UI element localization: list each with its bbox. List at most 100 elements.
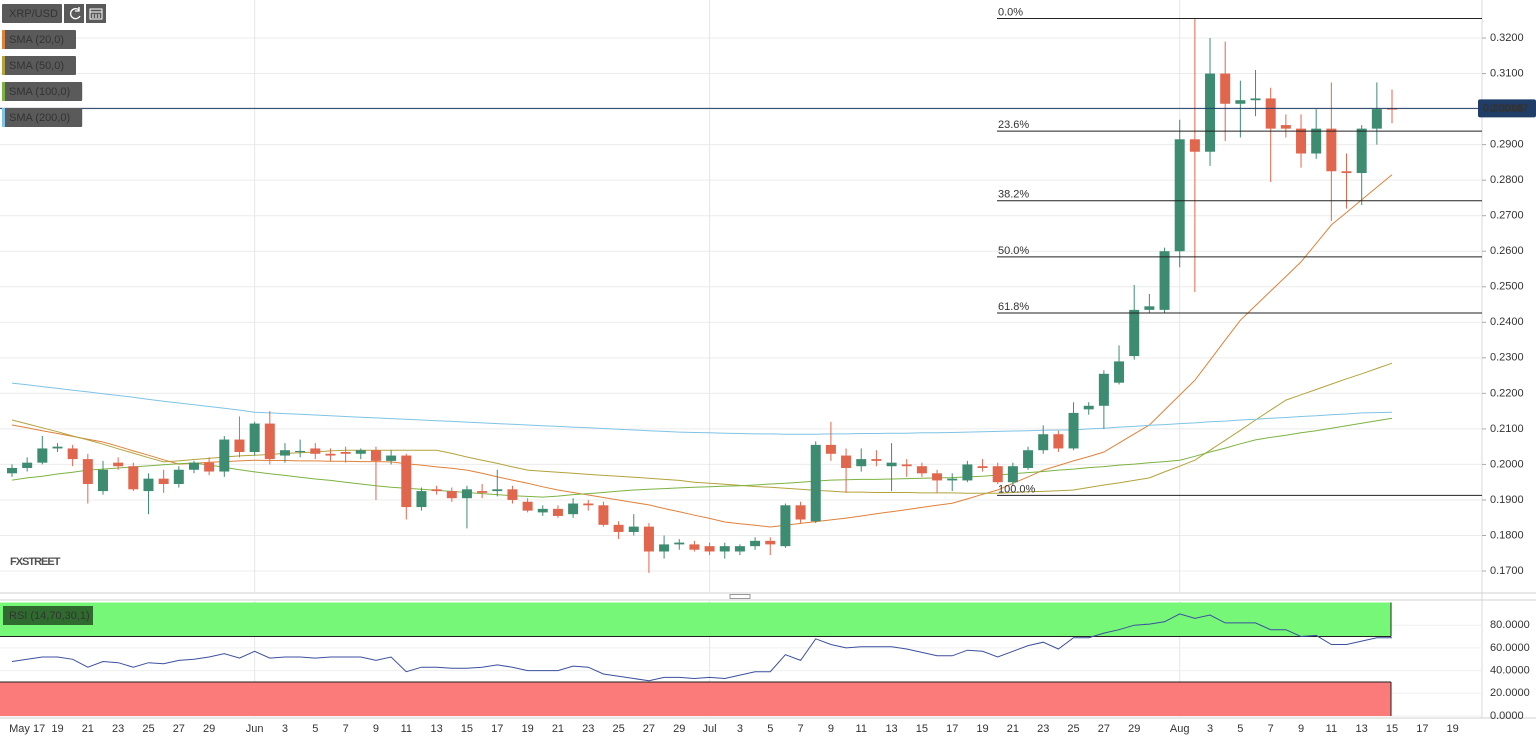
fib-label: 38.2% (998, 189, 1029, 201)
x-tick-label: 25 (612, 723, 624, 735)
candle-body (916, 466, 927, 474)
candle-body (871, 459, 882, 461)
candle-body (1129, 309, 1140, 357)
candle-body (477, 491, 488, 493)
y-tick-label: 0.1900 (1490, 494, 1524, 506)
y-tick-label: 0.2600 (1490, 245, 1524, 257)
candle-body (325, 453, 336, 456)
x-tick-label: 19 (521, 723, 533, 735)
x-tick-label: 23 (112, 723, 124, 735)
y-tick-label: 0.2700 (1490, 210, 1524, 222)
candle-body (204, 462, 215, 472)
x-tick-label: 13 (1356, 723, 1368, 735)
candle-body (386, 455, 397, 461)
x-tick-label: 17 (1416, 723, 1428, 735)
candle-body (113, 462, 124, 467)
candle-body (1265, 98, 1276, 129)
x-tick-label: 11 (1326, 723, 1337, 735)
candle-body (568, 503, 579, 515)
candle-body (1053, 434, 1064, 449)
candle-body (598, 505, 609, 525)
candle-body (279, 450, 290, 456)
x-tick-label: 3 (1207, 723, 1213, 735)
labels: 0.1700 0.1800 0.1900 0.2000 0.2100 0.2200 0.23… (2, 4, 1530, 735)
y-tick-label: 0.0000 (1490, 710, 1524, 722)
legend-item-box (2, 56, 76, 75)
legend-item-box (2, 82, 83, 101)
candle-body (1144, 306, 1155, 310)
x-tick-label: 21 (82, 723, 94, 735)
candle-body (1098, 373, 1109, 406)
y-tick-label: 0.3000 (1490, 103, 1524, 115)
x-tick-label: 15 (461, 723, 473, 735)
candle-body (1220, 73, 1231, 104)
y-tick-label: 0.2000 (1490, 458, 1524, 470)
x-tick-label: 27 (1098, 723, 1110, 735)
candle-body (841, 455, 852, 468)
x-tick-label: 29 (1128, 723, 1140, 735)
calendar-icon[interactable] (89, 8, 103, 20)
y-tick-label: 0.2900 (1490, 139, 1524, 151)
price-tag (1478, 99, 1536, 118)
candle-body (158, 478, 169, 484)
candle-body (219, 439, 230, 472)
x-tick-label: 13 (430, 723, 442, 735)
candle-body (1296, 128, 1307, 154)
sma-line (11, 174, 1393, 528)
candle-body (825, 444, 836, 454)
candle-body (1189, 139, 1200, 152)
resize-handle[interactable] (729, 594, 751, 599)
candle-body (1341, 171, 1352, 174)
candle-body (1174, 139, 1185, 252)
x-tick-label: 5 (1237, 723, 1243, 735)
candle-body (82, 459, 93, 484)
fib-label: 23.6% (998, 119, 1029, 131)
refresh-button[interactable] (64, 4, 84, 23)
y-tick-label: 0.3200 (1490, 32, 1524, 44)
fib-label: 61.8% (998, 301, 1029, 313)
candle-body (962, 464, 973, 481)
x-tick-label: Aug (1170, 723, 1190, 735)
x-tick-label: Jul (703, 723, 717, 735)
y-tick-label: 0.3100 (1490, 67, 1524, 79)
candle-body (355, 450, 366, 454)
overbought-zone (0, 602, 1391, 637)
candle-body (1007, 466, 1018, 483)
x-tick-label: 19 (1447, 723, 1459, 735)
refresh-icon[interactable] (70, 7, 81, 20)
calendar-button[interactable] (86, 4, 106, 23)
legend-item: SMA (200,0) (9, 112, 70, 124)
candle-body (689, 544, 700, 550)
x-tick-label: 29 (673, 723, 685, 735)
candle-body (643, 526, 654, 552)
candle-body (1159, 251, 1170, 310)
y-tick-label: 0.1700 (1490, 565, 1524, 577)
rsi-line (11, 613, 1392, 682)
candle-body (901, 464, 912, 467)
marks (7, 18, 1398, 682)
legend-item-swatch (2, 30, 5, 49)
fib-label: 0.0% (998, 6, 1023, 18)
legend-item: SMA (100,0) (9, 86, 70, 98)
legend-item: SMA (50,0) (9, 60, 64, 72)
candle-body (1235, 100, 1246, 104)
x-tick-label: 9 (828, 723, 834, 735)
y-tick-label: 0.2500 (1490, 281, 1524, 293)
x-tick-label: 27 (173, 723, 185, 735)
candle-body (1205, 73, 1216, 152)
candle-body (7, 467, 17, 474)
candle-body (249, 423, 260, 452)
x-tick-label: 5 (767, 723, 773, 735)
x-tick-label: 23 (1037, 723, 1049, 735)
watermark: FXSTREET (10, 556, 61, 568)
candle-body (750, 540, 761, 547)
candle-body (1083, 405, 1094, 410)
candle-body (1068, 412, 1079, 449)
y-tick-label: 0.2400 (1490, 316, 1524, 328)
candle-body (810, 444, 821, 522)
y-tick-label: 80.0000 (1490, 619, 1530, 631)
overlay: 0.0% 23.6% 38.2% 50.0% 61.8% 100.0% 0.300187 (0, 6, 1536, 496)
candle-body (1387, 108, 1398, 110)
fib-label: 50.0% (998, 245, 1029, 257)
candle-body (264, 423, 275, 460)
